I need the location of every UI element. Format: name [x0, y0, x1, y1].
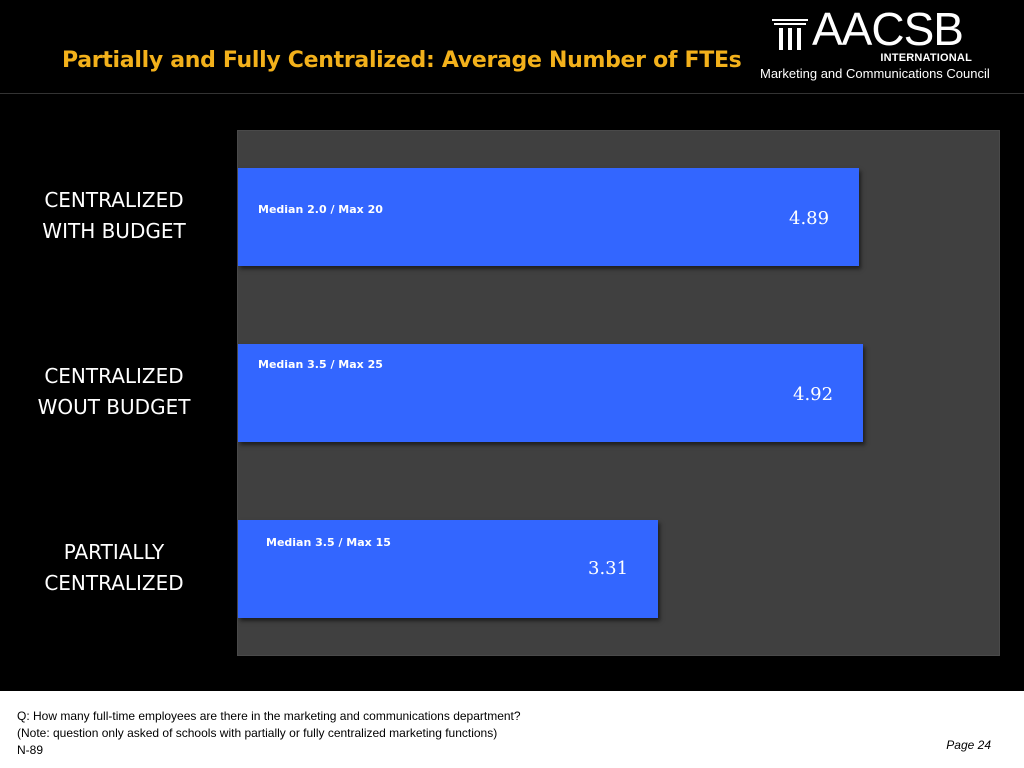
- bar-annotation: Median 2.0 / Max 20: [258, 203, 383, 216]
- page-title: Partially and Fully Centralized: Average…: [62, 48, 742, 73]
- header-divider: [0, 93, 1024, 94]
- sample-size: N-89: [17, 743, 44, 757]
- slide-header: Partially and Fully Centralized: Average…: [0, 0, 1024, 95]
- bar-value-label: 4.89: [789, 208, 830, 229]
- logo-international: INTERNATIONAL: [880, 52, 972, 64]
- logo-wordmark: AACSB: [812, 3, 964, 55]
- bar: [238, 168, 859, 266]
- page-number: Page 24: [946, 738, 991, 752]
- columns-icon: [772, 19, 808, 50]
- bar-chart: CENTRALIZED WITH BUDGET Median 2.0 / Max 2…: [0, 95, 1024, 691]
- council-name: Marketing and Communications Council: [760, 66, 990, 81]
- bar: [238, 344, 863, 442]
- bar-annotation: Median 3.5 / Max 15: [266, 536, 391, 549]
- bar-value-label: 4.92: [793, 384, 834, 405]
- aacsb-logo: AACSB INTERNATIONAL Marketing and Commun…: [760, 3, 1008, 88]
- bar: [238, 520, 658, 618]
- category-label: CENTRALIZED WITH BUDGET: [42, 188, 186, 243]
- survey-question: Q: How many full-time employees are ther…: [17, 709, 521, 723]
- bar-annotation: Median 3.5 / Max 25: [258, 358, 383, 371]
- category-label: CENTRALIZED WOUT BUDGET: [37, 364, 191, 419]
- survey-note: (Note: question only asked of schools wi…: [17, 726, 498, 740]
- bar-value-label: 3.31: [588, 558, 629, 579]
- slide-footer: Q: How many full-time employees are ther…: [0, 691, 1024, 768]
- category-label: PARTIALLY CENTRALIZED: [44, 540, 184, 595]
